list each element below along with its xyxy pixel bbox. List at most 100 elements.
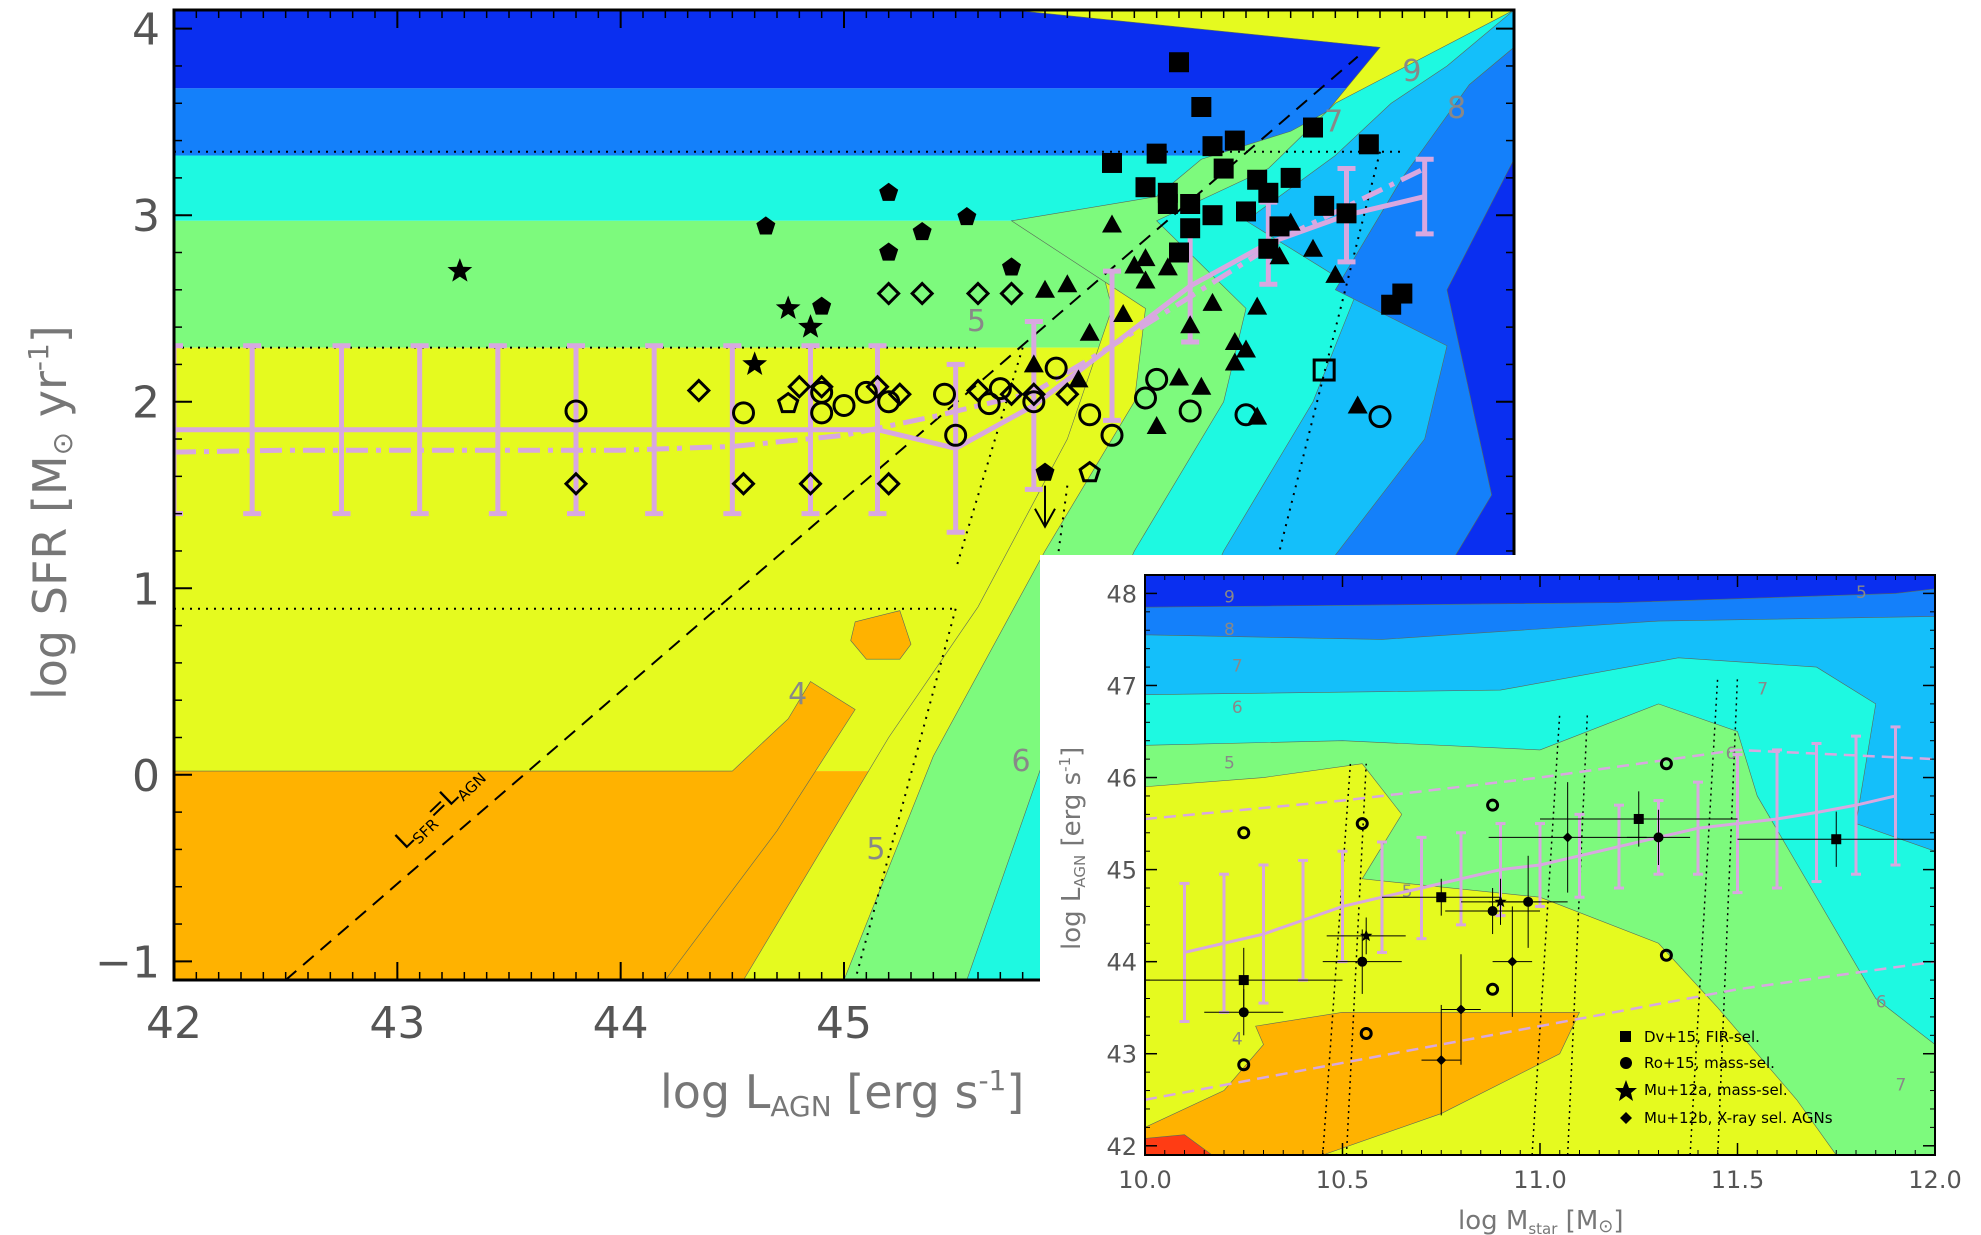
data-point-filled-triangle	[1102, 214, 1122, 233]
inset-x-tick-label: 10.0	[1118, 1166, 1171, 1194]
inset-y-tick-label: 46	[1106, 765, 1137, 793]
data-point-open-circle	[1022, 390, 1046, 414]
legend-entry-dv15: Dv+15, FIR-sel.	[1644, 1028, 1760, 1046]
data-point-filled-star	[1360, 929, 1373, 942]
data-point-open-diamond	[563, 471, 589, 496]
data-point-filled-star	[742, 351, 768, 375]
contour-island-4	[850, 610, 912, 660]
data-point-open-diamond	[809, 374, 834, 399]
data-point-filled-triangle	[1224, 332, 1245, 351]
data-point-filled-square	[1191, 97, 1212, 117]
data-point-filled-square	[1280, 167, 1301, 188]
data-point-open-pentagon	[776, 391, 800, 414]
data-point-filled-square	[1358, 134, 1379, 155]
x-tick-label: 44	[593, 998, 649, 1049]
data-point-open-circle	[832, 393, 856, 417]
inset-y-tick-label: 47	[1106, 672, 1137, 700]
main-y-axis-title: log SFR [M⊙ yr-1]	[22, 325, 79, 700]
y-tick-label: 1	[132, 564, 160, 615]
data-point-filled-diamond	[1436, 1055, 1447, 1066]
data-point-filled-square	[1381, 294, 1402, 315]
legend-entry-mu12b: Mu+12b, X-ray sel. AGNs	[1644, 1109, 1833, 1127]
data-point-open-diamond	[876, 471, 901, 496]
contour-label-4: 4	[788, 677, 807, 712]
data-point-filled-triangle	[1247, 296, 1268, 315]
legend-marker-circle	[1620, 1057, 1632, 1069]
data-point-filled-square	[1157, 194, 1178, 214]
y-tick-label: 2	[132, 378, 160, 429]
data-point-filled-star	[447, 258, 473, 282]
data-point-open-circle	[1145, 367, 1169, 391]
inset-dotted-line-4	[1717, 676, 1739, 1155]
legend-entry-ro15: Ro+15, mass-sel.	[1644, 1054, 1775, 1072]
data-point-filled-pentagon	[912, 221, 932, 241]
data-point-filled-square	[1146, 143, 1167, 164]
data-point-filled-square	[1303, 117, 1323, 138]
data-point-filled-triangle	[1269, 246, 1290, 265]
data-point-filled-triangle	[1057, 274, 1078, 293]
data-point-filled-triangle	[1113, 304, 1134, 323]
inset-contour-label-4: 5	[1224, 753, 1235, 773]
inset-y-tick-label: 45	[1106, 857, 1137, 885]
data-point-filled-triangle	[1169, 367, 1189, 386]
data-point-filled-square	[1436, 892, 1447, 903]
contour-region-4	[174, 681, 856, 980]
contour-label-1: 8	[1447, 91, 1466, 126]
data-point-open-circle	[933, 382, 956, 406]
x-tick-label: 45	[816, 998, 872, 1049]
inset-y-tick-label: 42	[1106, 1133, 1137, 1161]
data-point-filled-pentagon	[879, 182, 899, 201]
data-point-filled-square	[1224, 130, 1245, 151]
inset-contour-label-0: 9	[1224, 588, 1235, 608]
y-tick-label: 0	[132, 751, 160, 802]
inset-dotted-line-2	[1531, 713, 1561, 1155]
inset-contour-label-9: 7	[1896, 1076, 1907, 1096]
data-point-filled-triangle	[1023, 354, 1044, 373]
data-point-filled-square	[1213, 158, 1234, 179]
inset-x-axis-title: log Mstar [M⊙]	[1458, 1206, 1624, 1235]
data-point-filled-triangle	[1157, 257, 1178, 276]
inset-lower-dashed-curve	[1145, 960, 1935, 1101]
dotted-line-3	[854, 608, 957, 980]
data-point-filled-diamond	[1456, 1004, 1466, 1015]
data-point-filled-square	[1169, 52, 1189, 73]
data-point-filled-square	[1180, 194, 1201, 214]
data-point-filled-diamond	[1507, 956, 1518, 967]
data-point-filled-square	[1236, 201, 1256, 222]
data-point-open-circle	[1486, 798, 1500, 812]
data-point-open-circle	[1368, 405, 1392, 429]
data-point-filled-star	[775, 295, 801, 319]
main-mean-curves	[174, 156, 1434, 535]
data-point-filled-square	[1135, 177, 1156, 198]
data-point-open-circle	[1486, 982, 1500, 996]
data-point-open-diamond	[731, 471, 756, 496]
data-point-filled-circle	[1357, 956, 1368, 967]
data-point-filled-square	[1314, 195, 1335, 216]
data-point-filled-pentagon	[812, 296, 832, 315]
inset-contour-label-6: 7	[1757, 680, 1768, 700]
data-point-open-pentagon	[1078, 460, 1101, 483]
data-point-filled-triangle	[1079, 322, 1100, 341]
inset-x-tick-label: 10.5	[1316, 1166, 1369, 1194]
inset-contour-label-5: 5	[1856, 583, 1867, 603]
inset-x-tick-label: 12.0	[1908, 1166, 1961, 1194]
legend-marker-square	[1620, 1031, 1631, 1042]
data-point-open-diamond	[910, 281, 935, 306]
data-point-open-circle	[810, 401, 834, 425]
upper-limit-arrow-head	[1034, 508, 1056, 529]
data-point-filled-triangle	[1236, 339, 1256, 358]
data-point-filled-star	[798, 314, 823, 338]
data-point-filled-square	[1831, 834, 1842, 845]
inset-legend: Dv+15, FIR-sel. Ro+15, mass-sel. Mu+12a,…	[1615, 1028, 1833, 1127]
data-point-filled-circle	[1238, 1007, 1249, 1018]
data-point-open-diamond	[876, 281, 901, 306]
inset-contour-label-11: 4	[1232, 1030, 1243, 1050]
data-point-open-diamond	[1055, 382, 1080, 407]
contour-label-6: 6	[1012, 744, 1031, 779]
data-point-filled-triangle	[1135, 270, 1156, 289]
data-point-filled-square	[1269, 216, 1290, 237]
